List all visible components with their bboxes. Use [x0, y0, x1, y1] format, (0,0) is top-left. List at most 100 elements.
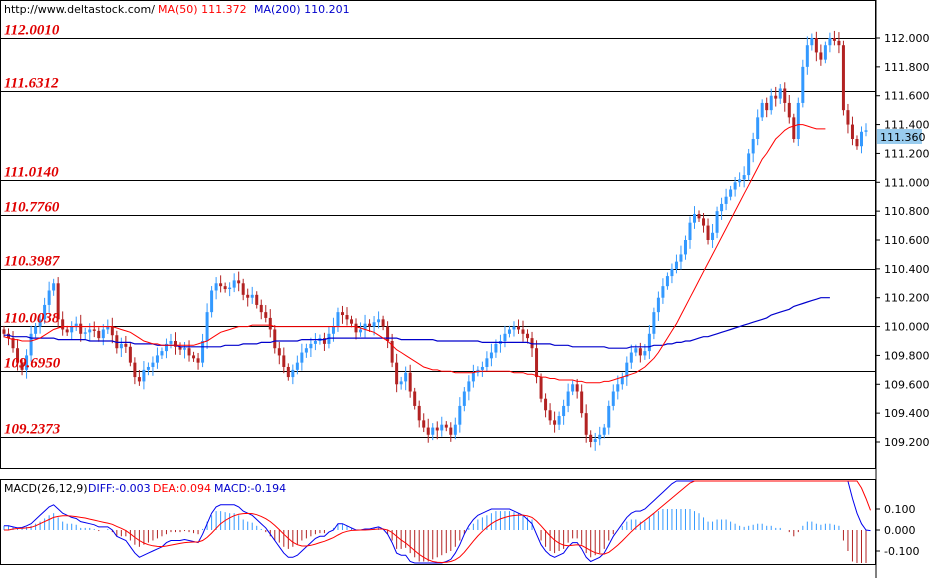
candle-up	[440, 424, 444, 431]
price-tick-label: 110.600	[884, 234, 930, 247]
candle-up	[507, 329, 511, 334]
candle-down	[237, 280, 241, 284]
candle-up	[724, 196, 728, 204]
candle-down	[702, 218, 706, 226]
candle-down	[286, 366, 290, 378]
candle-up	[38, 319, 42, 327]
candle-up	[119, 343, 123, 349]
candle-up	[864, 130, 868, 132]
macd-tick-label: 0.000	[884, 524, 916, 537]
candle-up	[399, 381, 403, 385]
candle-down	[787, 102, 791, 118]
candle-up	[101, 329, 105, 339]
candle-up	[363, 323, 367, 330]
candle-down	[246, 294, 250, 298]
candle-up	[485, 358, 489, 367]
candle-down	[340, 312, 344, 316]
candle-down	[553, 420, 557, 425]
candle-up	[729, 189, 733, 197]
ma200-legend: MA(200) 110.201	[254, 3, 350, 16]
price-tick-label: 111.800	[884, 61, 930, 74]
candle-up	[205, 312, 209, 341]
price-tick-label: 110.400	[884, 263, 930, 276]
candle-down	[774, 95, 778, 99]
candle-up	[634, 348, 638, 353]
candle-up	[183, 348, 187, 350]
candle-down	[65, 329, 69, 333]
candle-up	[571, 384, 575, 392]
price-tick-label: 109.400	[884, 407, 930, 420]
candle-down	[395, 362, 399, 385]
price-tick-label: 109.600	[884, 378, 930, 391]
site-url[interactable]: http://www.deltastock.com/	[4, 3, 155, 16]
candle-down	[2, 329, 6, 334]
candle-up	[823, 45, 827, 60]
candle-down	[516, 326, 520, 330]
level-label: 109.6950	[4, 356, 61, 372]
candle-up	[647, 333, 651, 352]
price-tick-label: 109.800	[884, 349, 930, 362]
candle-up	[471, 372, 475, 382]
candle-up	[142, 369, 146, 382]
candle-down	[584, 413, 588, 435]
macd-value-legend: MACD:-0.194	[214, 482, 286, 495]
level-label: 110.3987	[4, 254, 60, 270]
candle-up	[52, 283, 56, 291]
candle-down	[765, 102, 769, 111]
candle-up	[313, 341, 317, 344]
candle-down	[792, 117, 796, 139]
price-tick-label: 110.800	[884, 205, 930, 218]
candle-up	[629, 352, 633, 363]
macd-axis: 0.100 0.000 -0.100	[876, 503, 919, 558]
candle-down	[56, 283, 60, 320]
candle-down	[855, 139, 859, 147]
candle-up	[232, 280, 236, 288]
candle-down	[544, 398, 548, 411]
price-tick-label: 110.200	[884, 292, 930, 305]
candle-down	[97, 330, 101, 339]
candle-up	[720, 203, 724, 212]
candle-down	[535, 348, 539, 378]
candle-down	[850, 124, 854, 139]
candle-up	[616, 384, 620, 392]
candle-up	[336, 312, 340, 327]
candle-down	[92, 329, 96, 331]
candle-down	[282, 355, 286, 367]
level-label: 111.0140	[4, 165, 59, 181]
candle-up	[656, 297, 660, 313]
candle-up	[679, 254, 683, 262]
candle-up	[106, 326, 110, 330]
candle-up	[796, 102, 800, 139]
candle-up	[778, 88, 782, 99]
candle-down	[837, 40, 841, 46]
ma50-legend: MA(50) 111.372	[158, 3, 247, 16]
candlesticks	[2, 30, 868, 451]
candle-up	[557, 416, 561, 425]
candle-down	[11, 338, 15, 349]
candle-up	[458, 405, 462, 425]
candle-up	[29, 333, 33, 356]
candle-down	[575, 384, 579, 392]
ma50-line	[3, 124, 826, 384]
candle-up	[160, 351, 164, 356]
candle-up	[512, 326, 516, 330]
candle-down	[223, 286, 227, 290]
candle-down	[273, 329, 277, 349]
candle-up	[431, 427, 435, 435]
candle-down	[846, 110, 850, 125]
candle-down	[219, 283, 223, 287]
candle-down	[521, 329, 525, 334]
candle-down	[79, 323, 83, 334]
level-label: 111.6312	[4, 76, 59, 92]
macd-histogram	[3, 509, 867, 563]
candle-up	[146, 366, 150, 370]
candle-up	[733, 182, 737, 190]
candle-down	[539, 377, 543, 399]
candle-down	[61, 319, 65, 330]
candle-up	[593, 439, 597, 442]
price-tick-label: 109.200	[884, 436, 930, 449]
candle-up	[801, 66, 805, 103]
candle-down	[589, 434, 593, 442]
candle-up	[331, 326, 335, 334]
candle-up	[625, 362, 629, 378]
